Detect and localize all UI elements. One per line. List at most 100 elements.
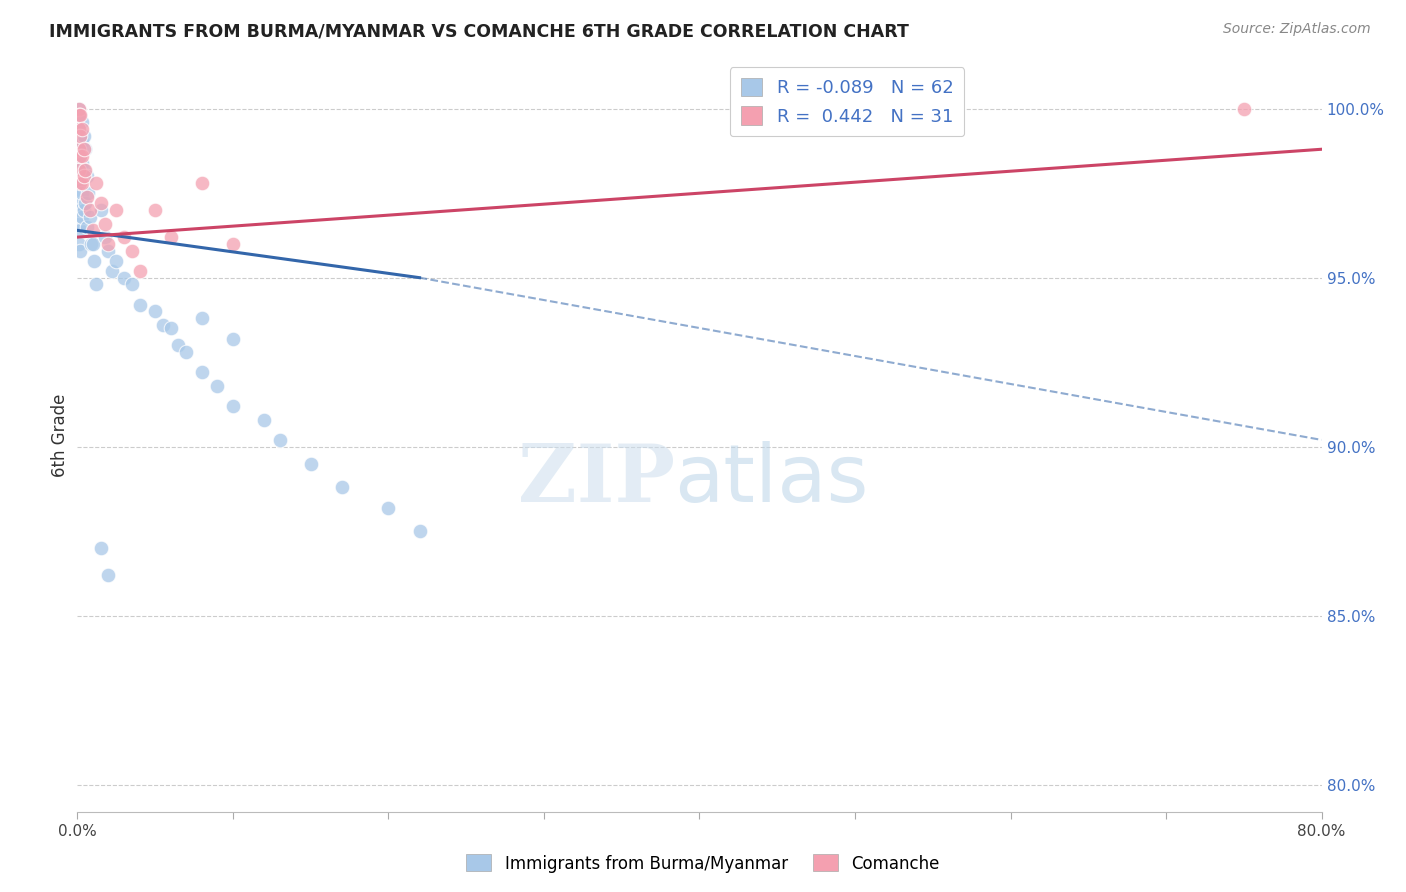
Point: [67, 102, 90, 116]
Point: [70, 115, 93, 129]
Point: [72, 142, 94, 156]
Point: [70, 210, 93, 224]
Point: [191, 365, 214, 379]
Point: [69, 244, 91, 258]
Point: [84, 277, 107, 292]
Point: [69, 203, 91, 218]
Point: [67, 142, 90, 156]
Legend: R = -0.089   N = 62, R =  0.442   N = 31: R = -0.089 N = 62, R = 0.442 N = 31: [730, 67, 965, 136]
Point: [159, 321, 181, 335]
Point: [152, 318, 174, 332]
Point: [70, 176, 93, 190]
Point: [79, 210, 101, 224]
Point: [75, 162, 97, 177]
Point: [72, 203, 94, 218]
Point: [67, 108, 90, 122]
Point: [70, 186, 93, 201]
Point: [70, 155, 93, 169]
Point: [67, 217, 90, 231]
Point: [174, 345, 197, 359]
Point: [69, 149, 91, 163]
Point: [207, 379, 229, 393]
Point: [67, 176, 90, 190]
Point: [75, 196, 97, 211]
Point: [167, 338, 190, 352]
Point: [75, 142, 97, 156]
Text: ZIP: ZIP: [517, 441, 675, 519]
Point: [90, 541, 112, 555]
Point: [377, 500, 399, 515]
Point: [67, 122, 90, 136]
Point: [94, 230, 117, 244]
Point: [67, 196, 90, 211]
Point: [67, 155, 90, 169]
Point: [112, 230, 135, 244]
Point: [82, 236, 104, 251]
Point: [80, 236, 103, 251]
Point: [69, 223, 91, 237]
Point: [76, 219, 98, 234]
Point: [112, 270, 135, 285]
Point: [222, 399, 245, 413]
Point: [69, 122, 91, 136]
Point: [121, 277, 143, 292]
Point: [69, 142, 91, 156]
Y-axis label: 6th Grade: 6th Grade: [51, 393, 69, 476]
Point: [299, 457, 322, 471]
Point: [90, 196, 112, 211]
Point: [269, 433, 291, 447]
Point: [128, 298, 150, 312]
Point: [70, 149, 93, 163]
Point: [94, 217, 117, 231]
Point: [105, 253, 128, 268]
Text: Source: ZipAtlas.com: Source: ZipAtlas.com: [1223, 22, 1371, 37]
Point: [330, 480, 353, 494]
Point: [222, 236, 245, 251]
Point: [408, 524, 430, 538]
Point: [82, 223, 104, 237]
Point: [72, 128, 94, 143]
Point: [69, 183, 91, 197]
Point: [67, 236, 90, 251]
Point: [69, 176, 91, 190]
Point: [105, 203, 128, 218]
Point: [72, 169, 94, 184]
Point: [97, 244, 120, 258]
Point: [191, 311, 214, 326]
Point: [67, 128, 90, 143]
Point: [97, 568, 120, 582]
Point: [77, 186, 100, 201]
Point: [76, 189, 98, 203]
Point: [70, 122, 93, 136]
Text: IMMIGRANTS FROM BURMA/MYANMAR VS COMANCHE 6TH GRADE CORRELATION CHART: IMMIGRANTS FROM BURMA/MYANMAR VS COMANCH…: [49, 22, 910, 40]
Point: [67, 102, 90, 116]
Point: [143, 304, 166, 318]
Text: atlas: atlas: [675, 441, 869, 519]
Point: [69, 128, 91, 143]
Point: [67, 108, 90, 122]
Point: [100, 264, 122, 278]
Point: [76, 169, 98, 184]
Point: [69, 108, 91, 122]
Point: [84, 176, 107, 190]
Point: [70, 136, 93, 150]
Point: [83, 253, 105, 268]
Point: [67, 142, 90, 156]
Point: [90, 203, 112, 218]
Point: [1233, 102, 1256, 116]
Point: [69, 162, 91, 177]
Point: [159, 230, 181, 244]
Point: [222, 332, 245, 346]
Point: [67, 115, 90, 129]
Point: [97, 236, 120, 251]
Point: [69, 108, 91, 122]
Point: [253, 412, 276, 426]
Point: [128, 264, 150, 278]
Legend: Immigrants from Burma/Myanmar, Comanche: Immigrants from Burma/Myanmar, Comanche: [460, 847, 946, 880]
Point: [143, 203, 166, 218]
Point: [67, 162, 90, 177]
Point: [79, 203, 101, 218]
Point: [191, 176, 214, 190]
Point: [72, 162, 94, 177]
Point: [121, 244, 143, 258]
